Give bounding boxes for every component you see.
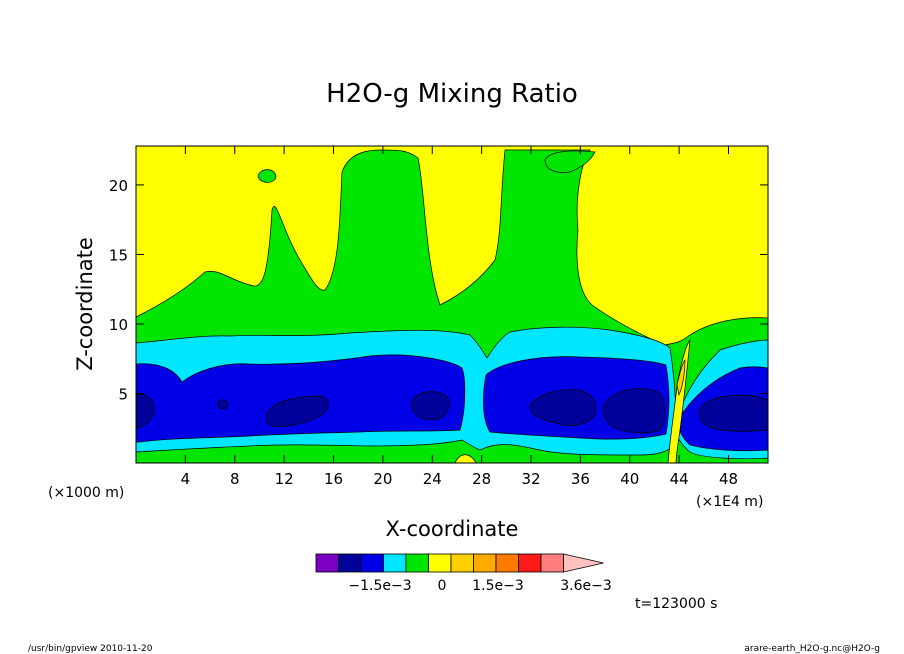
dark-cell-2 xyxy=(217,399,229,410)
colorbar-tick-label: 3.6e−3 xyxy=(560,578,612,594)
x-tick-label: 24 xyxy=(423,470,442,488)
colorbar-tick-label: −1.5e−3 xyxy=(348,578,411,594)
plume-core-region xyxy=(676,359,686,397)
dark-cell-7 xyxy=(699,394,768,432)
x-tick-label: 48 xyxy=(719,470,738,488)
plot-area xyxy=(136,146,768,463)
colorbar-swatch-5 xyxy=(428,553,452,573)
dark-cell-3 xyxy=(265,395,329,427)
colorbar xyxy=(315,553,604,573)
colorbar-swatch-9 xyxy=(518,553,542,573)
colorbar-swatch-10 xyxy=(540,553,564,573)
colorbar-tick-labels: −1.5e−3 0 1.5e−3 3.6e−3 xyxy=(348,578,611,594)
colorbar-swatch-2 xyxy=(360,553,384,573)
x-axis-title: X-coordinate xyxy=(386,517,519,541)
y-axis-title: Z-coordinate xyxy=(73,237,97,371)
x-tick-label: 16 xyxy=(324,470,343,488)
x-tick-label: 36 xyxy=(571,470,590,488)
colorbar-swatch-7 xyxy=(473,553,497,573)
time-annotation: t=123000 s xyxy=(635,596,717,612)
dark-cell-4 xyxy=(411,391,450,421)
footer-right: arare-earth_H2O-g.nc@H2O-g xyxy=(744,644,880,654)
x-tick-label: 8 xyxy=(230,470,240,488)
x-tick-label: 44 xyxy=(670,470,689,488)
y-tick-label: 5 xyxy=(118,385,128,403)
x-tick-label: 4 xyxy=(181,470,191,488)
dark-cell-5 xyxy=(529,389,597,427)
x-unit-label: (×1000 m) xyxy=(48,485,124,501)
footer-left: /usr/bin/gpview 2010-11-20 xyxy=(28,644,153,654)
x-tick-label: 12 xyxy=(275,470,294,488)
colorbar-swatch-8 xyxy=(495,553,519,573)
x-tick-label: 40 xyxy=(620,470,639,488)
colorbar-arrow xyxy=(563,553,604,573)
green-top-left-patch xyxy=(257,169,277,183)
dark-cell-6 xyxy=(602,388,666,434)
y-tick-label: 20 xyxy=(109,177,128,195)
x-scale-label: (×1E4 m) xyxy=(696,494,763,510)
x-tick-label: 28 xyxy=(472,470,491,488)
colorbar-swatch-1 xyxy=(338,553,362,573)
colorbar-tick-label: 1.5e−3 xyxy=(472,578,524,594)
colorbar-swatch-4 xyxy=(405,553,429,573)
colorbar-swatch-6 xyxy=(450,553,474,573)
colorbar-swatch-3 xyxy=(383,553,407,573)
y-tick-label: 15 xyxy=(109,246,128,264)
y-axis-ticks: 5 10 15 20 xyxy=(109,177,768,403)
colorbar-tick-label: 0 xyxy=(438,578,447,594)
colorbar-swatch-0 xyxy=(315,553,339,573)
x-axis-ticks: 4 8 12 16 20 24 28 32 36 40 44 48 xyxy=(181,146,738,488)
x-tick-label: 32 xyxy=(521,470,540,488)
chart-title: H2O-g Mixing Ratio xyxy=(326,79,578,109)
plot-frame xyxy=(135,145,769,464)
x-tick-label: 20 xyxy=(373,470,392,488)
dark-cell-1 xyxy=(136,394,155,429)
green-top-patch xyxy=(544,150,596,173)
y-tick-label: 10 xyxy=(109,316,128,334)
